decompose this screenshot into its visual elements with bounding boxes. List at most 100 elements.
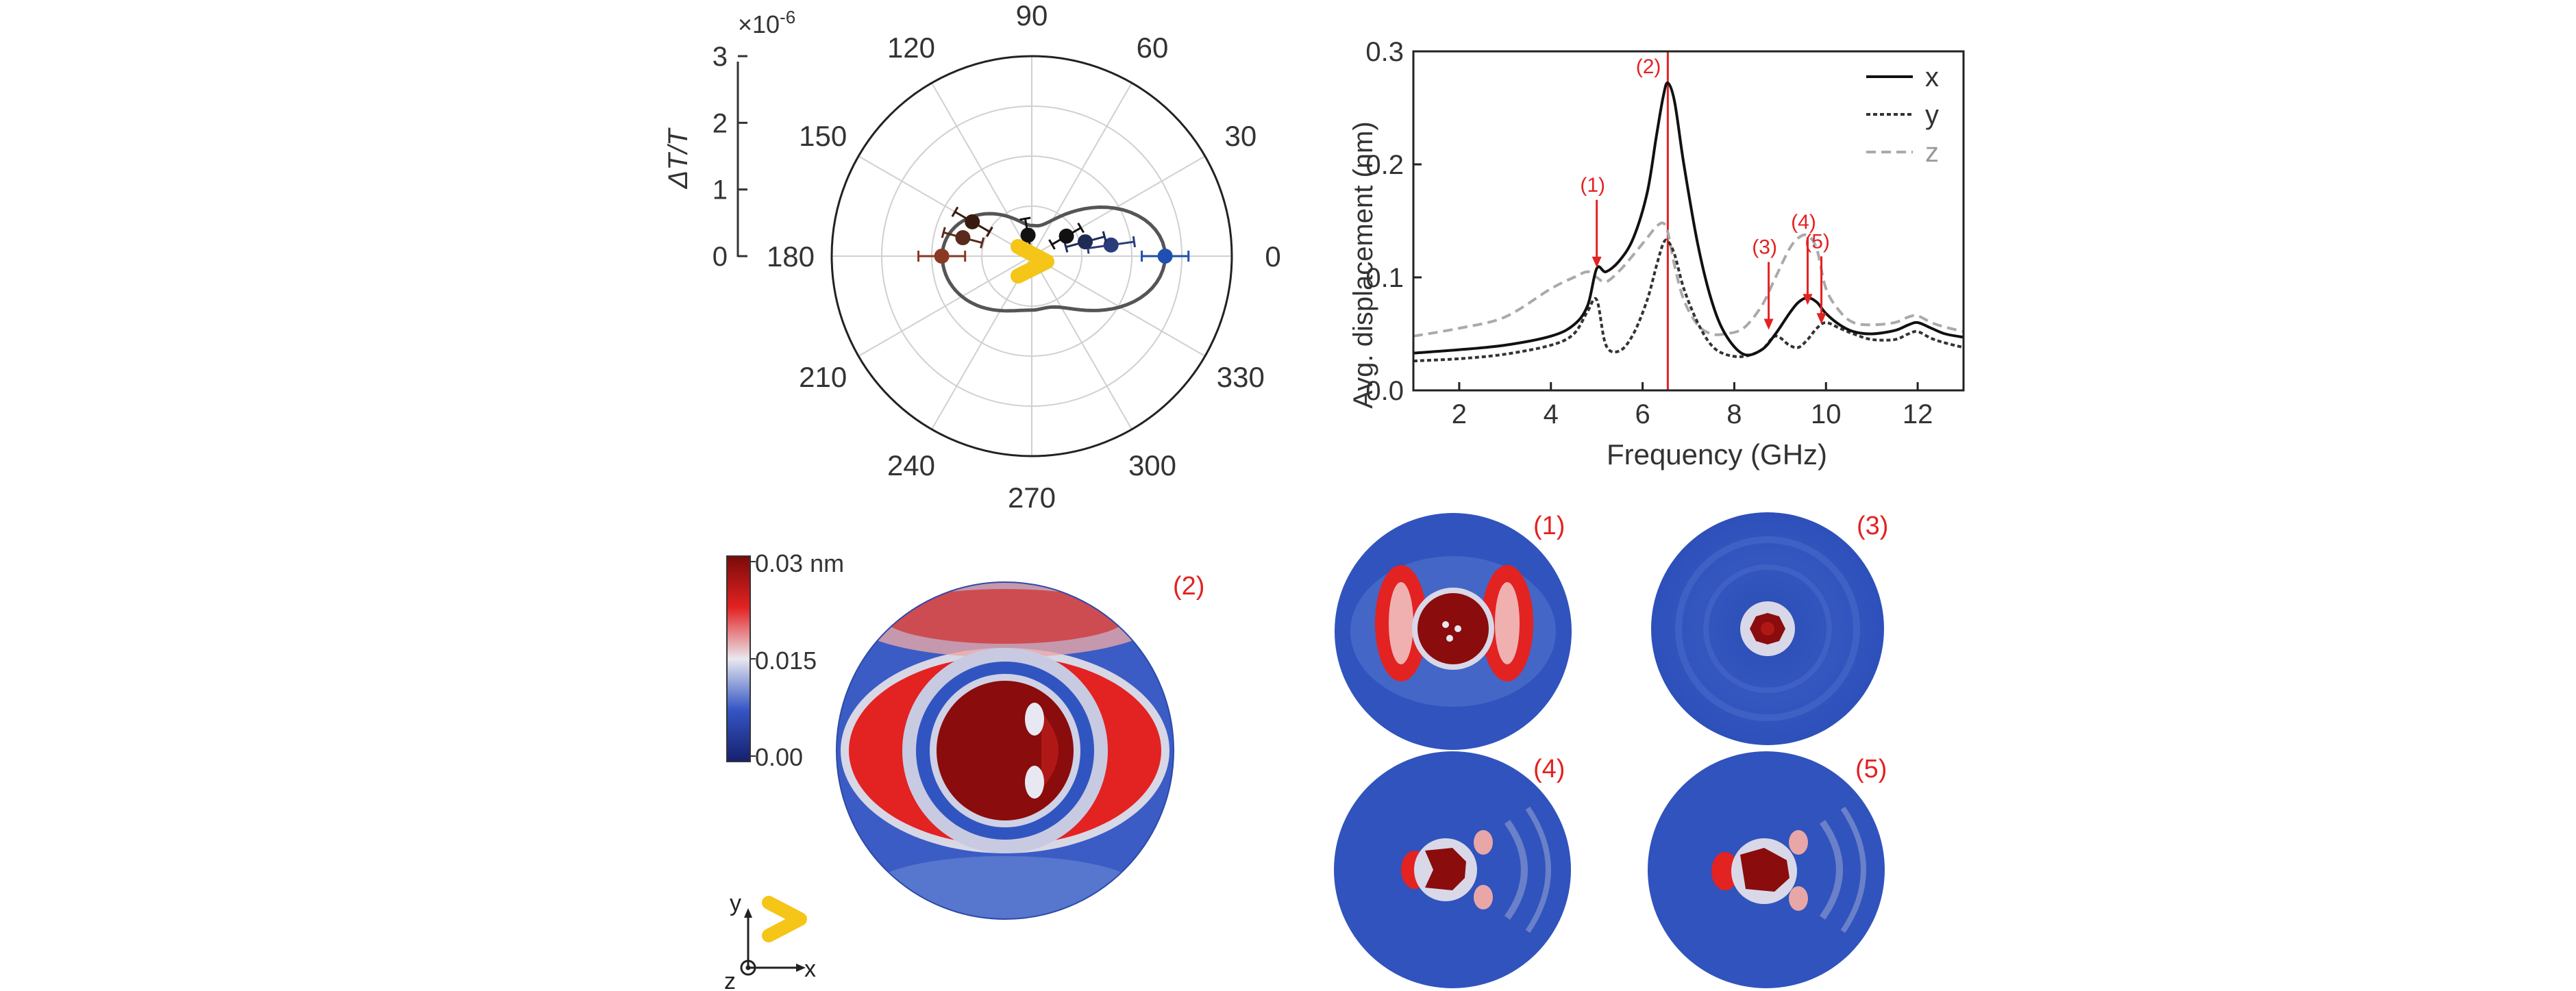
angle-tick-label: 330 [1217,361,1265,393]
line-axes: 2 4 6 8 10 12 0.0 0.1 0.2 0.3 [1365,37,1965,429]
x-axis-label: Frequency (GHz) [1607,438,1827,471]
displacement-map-2: (2) [836,572,1204,920]
map-3-label: (3) [1857,512,1888,540]
polar-plot: 0 30 60 90 120 150 180 210 240 270 300 330 0 1 2 3 ΔT/… [663,0,1281,514]
x-tick-label: 12 [1903,399,1933,429]
axis-y-label: y [730,890,741,916]
arrow-head-icon [1763,318,1774,330]
colorbar: 0.03 nm 0.015 0.00 [726,549,844,771]
radial-tick-label: 2 [713,108,728,138]
angle-tick-label: 240 [887,449,935,481]
data-point [955,230,971,246]
polar-spoke [858,255,1032,357]
colorbar-min-label: 0.00 [755,743,803,771]
y-tick-label: 0.1 [1365,263,1404,293]
polar-outer-ring [830,55,1233,457]
annotation-label: (1) [1580,174,1605,197]
legend-label: x [1925,62,1939,92]
displacement-map-4: (4) [1334,751,1571,988]
angle-tick-label: 30 [1224,120,1256,152]
radial-tick-label: 0 [713,242,728,272]
polar-spoke [931,82,1032,257]
angle-tick-label: 120 [887,32,935,64]
plot-frame [1412,50,1965,392]
axis-x-label: x [804,956,816,982]
data-point [1157,249,1173,264]
polar-spoke [1031,255,1132,430]
data-point [1058,228,1074,244]
series-line-x [1413,81,1964,357]
x-tick-label: 2 [1452,399,1467,429]
radial-axis-label: ΔT/T [663,127,693,189]
y-tick-label: 0.0 [1365,376,1404,406]
colorbar-mid-label: 0.015 [755,647,817,675]
radial-axis: 0 1 2 3 [713,42,747,272]
chevron-shape-icon [1011,239,1054,284]
error-cap [951,206,959,217]
error-cap [1019,216,1031,221]
polar-spoke [858,155,1032,257]
error-cap [941,227,946,238]
y-tick-label: 0.3 [1365,37,1404,67]
displacement-map-3: (3) [1651,512,1888,745]
arrow-head-icon [1592,256,1602,268]
angle-tick-label: 150 [799,120,847,152]
angle-tick-label: 300 [1128,449,1176,481]
polar-angle-ticks: 0 30 60 90 120 150 180 210 240 270 300 330 [767,0,1281,514]
x-tick-label: 4 [1544,399,1559,429]
angle-tick-label: 90 [1016,0,1048,32]
polar-spoke [1031,82,1132,257]
polar-spoke [931,255,1032,430]
radial-multiplier: ×10-6 [738,7,795,38]
axes-triad: y x z [724,890,816,991]
marker-label: (2) [1636,55,1661,78]
series-line-z [1413,221,1964,338]
data-point [934,249,950,264]
annotation-label: (4) [1791,211,1816,234]
y-tick-label: 0.2 [1365,150,1404,180]
map-5-label: (5) [1855,755,1887,783]
x-tick-label: 8 [1726,399,1742,429]
line-series: (2) [1413,51,1964,390]
x-tick-label: 10 [1811,399,1842,429]
radial-tick-label: 1 [713,175,728,205]
y-axis-label: Avg. displacement (nm) [1348,121,1378,408]
map-1-label: (1) [1533,512,1565,540]
angle-tick-label: 270 [1008,481,1056,514]
error-cap [1132,236,1136,248]
legend-label: y [1925,100,1939,130]
annotation-label: (3) [1752,236,1777,259]
arrow-head-icon [1816,313,1826,325]
chevron-orientation-icon [762,896,807,942]
line-annotations: (1) (3) (4)(5) [1580,174,1830,330]
error-cap [986,226,993,238]
error-cap [1102,231,1107,242]
polar-points [917,206,1190,264]
radial-tick-label: 3 [713,42,728,72]
displacement-map-1: (1) [1335,512,1572,750]
data-point [1078,234,1093,250]
angle-tick-label: 60 [1137,32,1169,64]
annotation-label: (5) [1805,230,1830,253]
map-2-label: (2) [1173,572,1204,601]
x-tick-label: 6 [1635,399,1650,429]
colorbar-max-label: 0.03 nm [755,549,844,577]
error-cap [980,237,985,249]
angle-tick-label: 180 [767,240,815,273]
angle-tick-label: 0 [1265,240,1280,273]
data-point [1103,237,1119,253]
error-cap [1048,239,1056,250]
data-point [965,214,980,229]
angle-tick-label: 210 [799,361,847,393]
displacement-map-5: (5) [1648,751,1887,988]
legend: xyz [1866,62,1939,168]
data-point [1020,227,1036,243]
legend-label: z [1925,138,1939,168]
error-cap [1077,222,1085,234]
polar-grid [830,55,1233,457]
displacement-line-chart: (2) 2 4 6 8 10 12 0.0 0.1 0.2 0.3 (1) (3) (4)(5) xy… [1348,37,1965,471]
arrow-head-icon [1803,294,1813,305]
axis-z-label: z [724,968,736,991]
map-4-label: (4) [1533,755,1565,783]
